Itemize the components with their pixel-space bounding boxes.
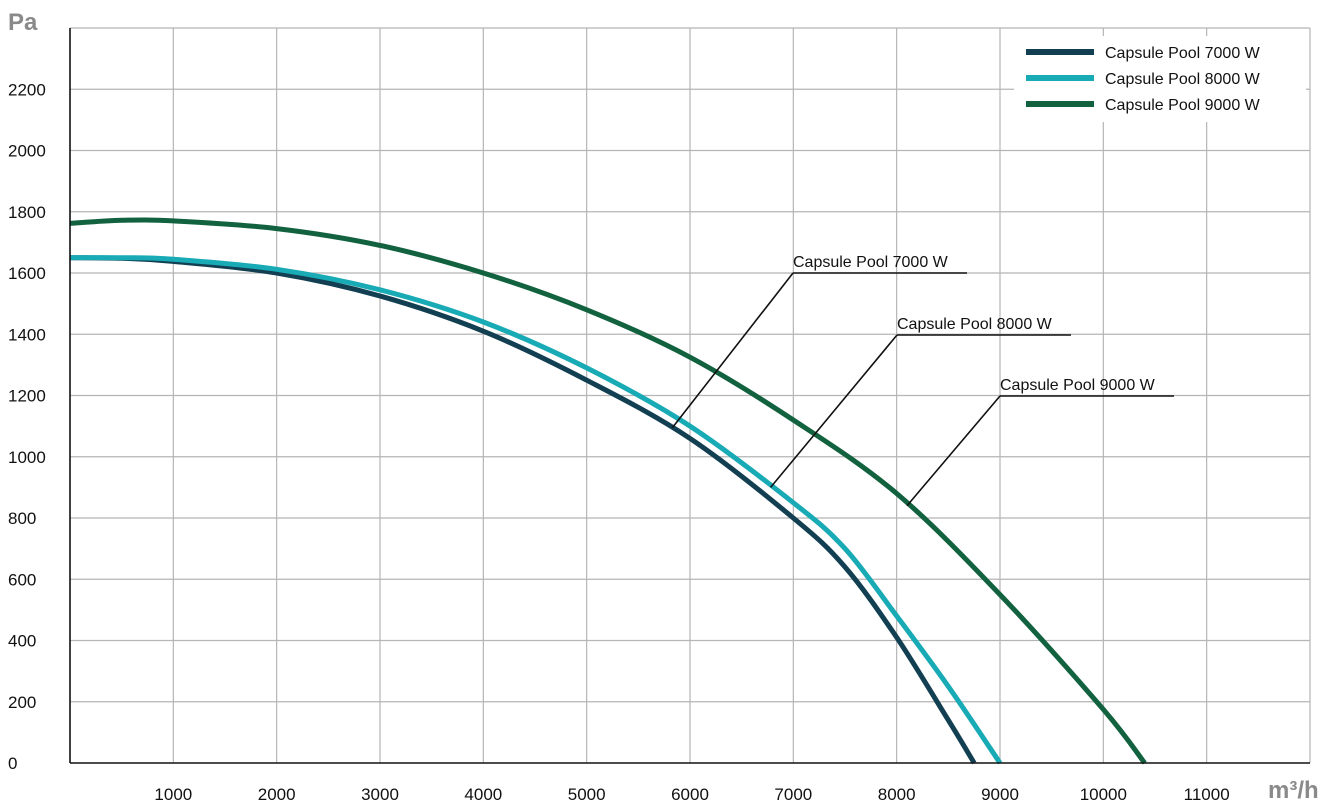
- y-tick-label: 600: [8, 570, 36, 589]
- annotation-leader-line: [769, 334, 898, 488]
- legend: Capsule Pool 7000 W Capsule Pool 8000 W Ca…: [1014, 36, 1306, 122]
- y-axis-unit: Pa: [8, 9, 38, 36]
- x-tick-label: 3000: [361, 785, 399, 804]
- annotation-label: Capsule Pool 7000 W: [793, 254, 949, 271]
- y-tick-label: 1800: [8, 203, 46, 222]
- x-tick-label: 7000: [774, 785, 812, 804]
- x-axis-unit: m³/h: [1268, 777, 1319, 804]
- legend-label: Capsule Pool 7000 W: [1105, 45, 1261, 62]
- x-tick-label: 9000: [981, 785, 1019, 804]
- axes: [69, 28, 1310, 764]
- y-tick-label: 2000: [8, 142, 46, 161]
- annotation-leader-line: [671, 272, 794, 429]
- x-tick-label: 11000: [1184, 785, 1230, 804]
- legend-label: Capsule Pool 9000 W: [1105, 97, 1261, 114]
- x-tick-label: 6000: [671, 785, 709, 804]
- series-lines: [69, 217, 1147, 765]
- y-tick-label: 1400: [8, 325, 46, 344]
- y-tick-label: 1200: [8, 387, 46, 406]
- series-line-2: [69, 255, 1003, 765]
- series-line-1: [69, 255, 977, 765]
- x-tick-label: 1000: [154, 785, 192, 804]
- x-tick-label: 10000: [1080, 785, 1127, 804]
- y-tick-label: 0: [8, 754, 17, 773]
- annotation-label: Capsule Pool 8000 W: [897, 316, 1053, 333]
- legend-label: Capsule Pool 8000 W: [1105, 71, 1261, 88]
- curve-annotations: Capsule Pool 7000 W Capsule Pool 8000 W Ca…: [671, 254, 1174, 507]
- x-tick-label: 8000: [878, 785, 916, 804]
- x-tick-label: 4000: [464, 785, 502, 804]
- y-tick-label: 1000: [8, 448, 46, 467]
- y-tick-label: 2200: [8, 80, 46, 99]
- x-tick-label: 5000: [568, 785, 606, 804]
- y-tick-label: 1600: [8, 264, 46, 283]
- y-tick-label: 400: [8, 632, 36, 651]
- series-line-3: [69, 217, 1147, 765]
- tick-labels: 1000 2000 3000 4000 5000 6000 7000 8000 9000 1000…: [8, 80, 1230, 804]
- x-tick-label: 2000: [258, 785, 296, 804]
- annotation-label: Capsule Pool 9000 W: [1000, 377, 1156, 394]
- annotation-leader-line: [906, 395, 1001, 507]
- y-tick-label: 800: [8, 509, 36, 528]
- y-tick-label: 200: [8, 693, 36, 712]
